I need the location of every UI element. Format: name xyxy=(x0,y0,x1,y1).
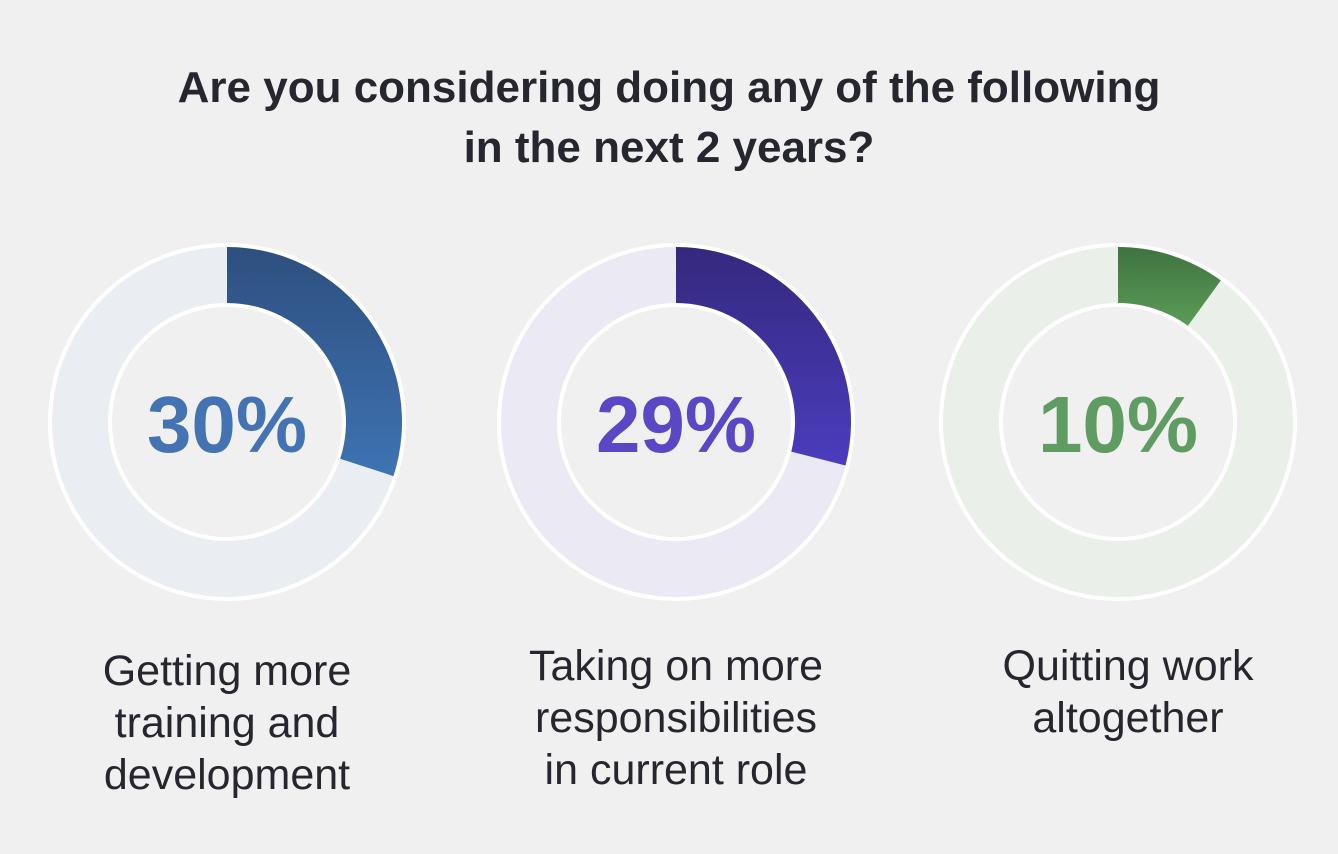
donut-2-label-line-2: altogether xyxy=(1032,694,1224,742)
donut-1-label-line-2: responsibilities xyxy=(534,694,818,742)
chart-title-line-2: in the next 2 years? xyxy=(463,123,875,172)
donut-1-value: 29% xyxy=(596,380,756,469)
chart-title: Are you considering doing any of the fol… xyxy=(0,58,1338,178)
donut-2-arc xyxy=(1118,247,1221,326)
donut-1-label-line-1: Taking on more xyxy=(529,642,823,690)
chart-title-line-1: Are you considering doing any of the fol… xyxy=(177,63,1161,112)
donut-2-label: Quitting work altogether xyxy=(948,640,1308,744)
donut-0: 30% xyxy=(48,243,406,601)
donut-2: 10% xyxy=(939,243,1297,601)
donut-0-label-line-2: training and xyxy=(114,699,340,747)
donut-0-label-line-1: Getting more xyxy=(102,647,352,695)
donut-2-value: 10% xyxy=(1038,380,1198,469)
donut-0-arc xyxy=(227,247,402,477)
donut-1: 29% xyxy=(497,243,855,601)
donut-0-label: Getting more training and development xyxy=(57,645,397,801)
donut-1-label-line-3: in current role xyxy=(544,746,808,794)
donut-1-label: Taking on more responsibilities in curre… xyxy=(486,640,866,796)
donut-0-value: 30% xyxy=(147,380,307,469)
donut-0-label-line-3: development xyxy=(103,751,351,799)
donut-1-arc xyxy=(676,247,852,466)
donut-2-label-line-1: Quitting work xyxy=(1002,642,1254,690)
